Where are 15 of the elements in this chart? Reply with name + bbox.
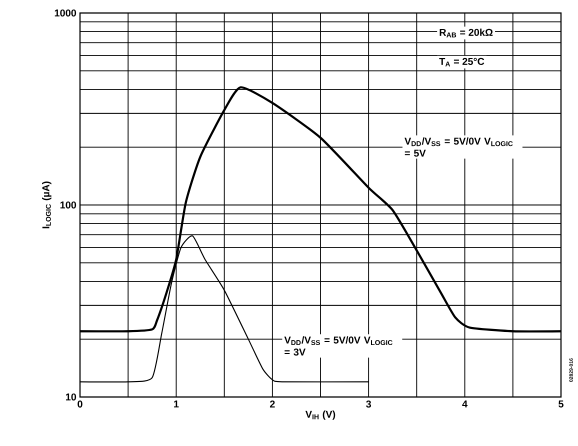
annotation: T$_{A}$ = 25°C — [439, 58, 484, 66]
x-tick-label: 5 — [558, 400, 564, 408]
y-axis-title: I$_{LOGIC}$ (µA) — [42, 182, 52, 228]
x-tick-label: 2 — [270, 400, 275, 408]
y-tick-label: 10 — [66, 393, 76, 401]
x-tick-label: 4 — [462, 400, 468, 408]
x-tick-label: 0 — [78, 400, 82, 408]
text: V$_{DD}$/V$_{SS}$ = 5V/0V V$_{LOGIC}$ = 5V — [404, 137, 513, 157]
x-tick-label: 3 — [366, 400, 372, 408]
annotation: R$_{AB}$ = 20kΩ — [440, 28, 493, 38]
x-tick-label: 1 — [174, 400, 179, 408]
x-axis-title: V$_{IH}$ (V) — [305, 410, 336, 420]
y-tick-label: 1000 — [54, 9, 76, 17]
text: V$_{DD}$/V$_{SS}$ = 5V/0V V$_{LOGIC}$ = 3V — [284, 336, 393, 356]
y-tick-label: 100 — [60, 201, 76, 209]
